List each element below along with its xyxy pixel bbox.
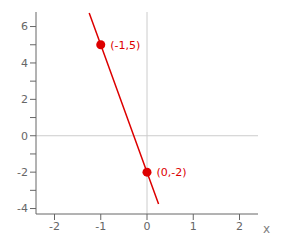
svg-text:1: 1 (190, 220, 197, 233)
svg-text:(-1,5): (-1,5) (110, 39, 140, 52)
svg-text:6: 6 (21, 20, 28, 33)
svg-text:0: 0 (144, 220, 151, 233)
svg-text:x: x (263, 222, 270, 236)
svg-text:0: 0 (21, 130, 28, 143)
svg-text:(0,-2): (0,-2) (157, 166, 187, 179)
svg-text:2: 2 (21, 93, 28, 106)
svg-text:-2: -2 (17, 166, 28, 179)
svg-text:-1: -1 (95, 220, 106, 233)
svg-text:-2: -2 (49, 220, 60, 233)
svg-text:-4: -4 (17, 202, 28, 215)
svg-text:4: 4 (21, 57, 28, 70)
svg-text:2: 2 (236, 220, 243, 233)
